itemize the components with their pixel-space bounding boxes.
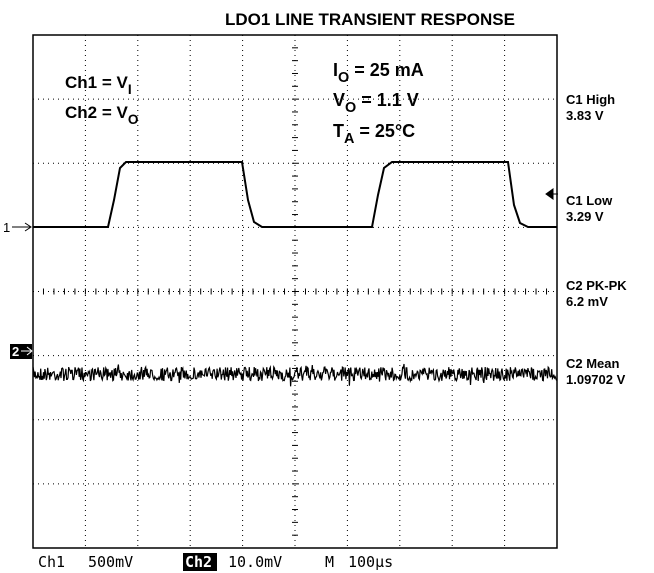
subscript: O (338, 70, 349, 86)
text: = 25°C (354, 121, 415, 141)
text: I (333, 60, 338, 80)
ch2-arrow (21, 346, 33, 356)
ch2-marker: 2 (12, 344, 19, 359)
channel-label: Ch1 = VI (65, 73, 132, 97)
footer-channel: Ch2 (185, 553, 212, 571)
ch2-trace (32, 363, 558, 387)
trigger-arrow (545, 188, 558, 200)
subscript: A (344, 131, 355, 147)
border (32, 34, 558, 549)
footer-channel: Ch1 (38, 553, 65, 571)
ch1-marker: 1 (3, 220, 10, 235)
measurement-name: C2 PK-PK (566, 278, 627, 293)
ch1-arrow (12, 222, 32, 232)
footer-scale: 500mV (88, 553, 133, 571)
measurement-name: C1 Low (566, 193, 613, 208)
text: = 1.1 V (356, 90, 419, 110)
measurement-value: 1.09702 V (566, 372, 626, 387)
title: LDO1 LINE TRANSIENT RESPONSE (225, 10, 515, 29)
subscript: O (345, 100, 356, 116)
measurement-name: C2 Mean (566, 356, 620, 371)
footer-time: M (325, 553, 334, 571)
condition-label: TA = 25°C (333, 121, 415, 147)
graticule (32, 34, 558, 549)
measurement-name: C1 High (566, 92, 615, 107)
text: T (333, 121, 344, 141)
subscript: I (128, 82, 132, 97)
measurement-value: 3.83 V (566, 108, 604, 123)
measurement-value: 6.2 mV (566, 294, 608, 309)
condition-label: IO = 25 mA (333, 60, 424, 86)
subscript: O (128, 112, 139, 127)
text: Ch2 = V (65, 103, 128, 122)
condition-label: VO = 1.1 V (333, 90, 419, 116)
waveforms (32, 161, 558, 387)
footer-scale: 100µs (348, 553, 393, 571)
ch1-trace (33, 161, 557, 228)
footer-scale: 10.0mV (228, 553, 282, 571)
text: = 25 mA (349, 60, 424, 80)
channel-label: Ch2 = VO (65, 103, 138, 127)
ch2-footer-bg (183, 553, 217, 571)
text: V (333, 90, 345, 110)
measurement-value: 3.29 V (566, 209, 604, 224)
text: Ch1 = V (65, 73, 128, 92)
